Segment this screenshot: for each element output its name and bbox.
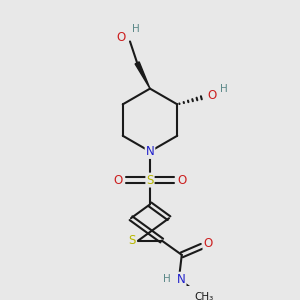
Text: H: H bbox=[132, 24, 140, 34]
Text: O: O bbox=[178, 174, 187, 187]
Polygon shape bbox=[135, 62, 150, 88]
Text: CH₃: CH₃ bbox=[194, 292, 213, 300]
Text: O: O bbox=[117, 31, 126, 44]
Text: H: H bbox=[163, 274, 171, 284]
Text: S: S bbox=[128, 234, 136, 247]
Text: N: N bbox=[146, 145, 154, 158]
Text: O: O bbox=[203, 237, 213, 250]
Text: S: S bbox=[146, 174, 154, 187]
Text: N: N bbox=[177, 273, 186, 286]
Text: H: H bbox=[220, 84, 228, 94]
Text: O: O bbox=[113, 174, 122, 187]
Text: O: O bbox=[207, 89, 216, 102]
